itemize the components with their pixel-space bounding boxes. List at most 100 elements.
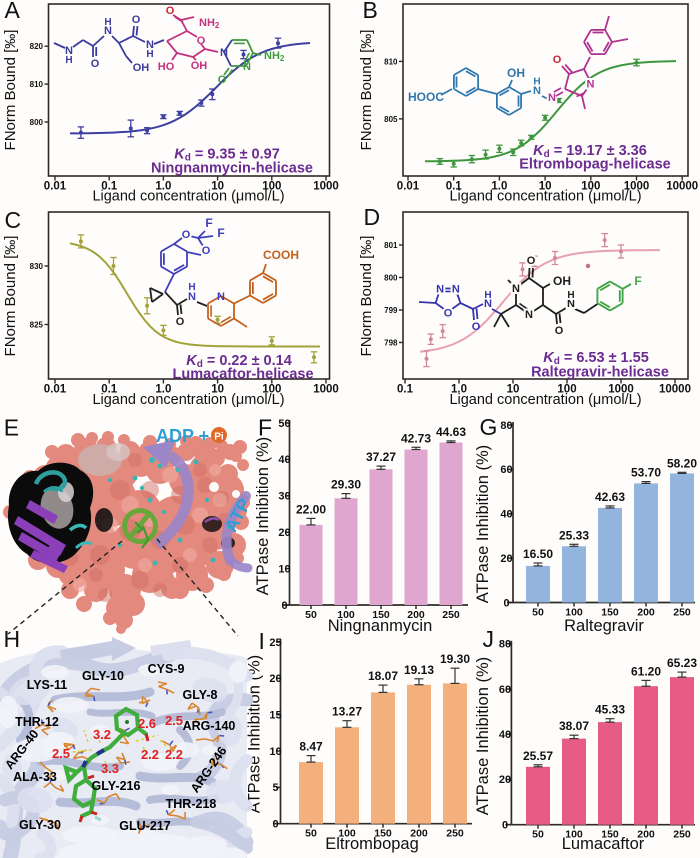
svg-text:100: 100 xyxy=(581,181,600,193)
svg-text:F: F xyxy=(205,216,212,230)
svg-text:Raltegravir: Raltegravir xyxy=(564,617,644,635)
svg-text:O: O xyxy=(218,74,227,86)
svg-text:LYS-11: LYS-11 xyxy=(27,678,68,692)
svg-text:N: N xyxy=(587,79,595,91)
svg-text:Kd = 0.22 ± 0.14: Kd = 0.22 ± 0.14 xyxy=(186,353,292,370)
svg-text:H: H xyxy=(4,626,21,652)
svg-text:0.1: 0.1 xyxy=(101,181,118,193)
svg-text:801: 801 xyxy=(384,241,398,250)
svg-text:38.07: 38.07 xyxy=(559,719,589,733)
svg-text:N: N xyxy=(452,284,460,296)
svg-text:ADP +: ADP + xyxy=(156,426,209,446)
svg-text:O: O xyxy=(176,316,185,328)
svg-text:O: O xyxy=(555,325,564,337)
svg-text:O: O xyxy=(527,255,536,267)
svg-text:C: C xyxy=(5,207,22,233)
svg-text:100: 100 xyxy=(337,609,355,621)
svg-text:COOH: COOH xyxy=(263,248,299,262)
svg-text:250: 250 xyxy=(442,609,460,621)
svg-text:53.70: 53.70 xyxy=(631,466,661,480)
svg-text:25: 25 xyxy=(269,637,281,649)
svg-text:1000: 1000 xyxy=(313,384,339,396)
svg-text:30: 30 xyxy=(278,491,290,503)
svg-text:100: 100 xyxy=(262,181,281,193)
svg-text:O: O xyxy=(202,245,211,257)
svg-text:0.01: 0.01 xyxy=(397,181,420,193)
svg-text:Raltegravir-helicase: Raltegravir-helicase xyxy=(531,365,669,381)
svg-text:40: 40 xyxy=(278,454,290,466)
svg-text:2.6: 2.6 xyxy=(138,716,156,731)
svg-text:N: N xyxy=(533,85,541,97)
svg-text:150: 150 xyxy=(601,607,619,619)
svg-text:N: N xyxy=(548,92,556,104)
svg-text:100: 100 xyxy=(338,828,356,840)
svg-text:3.2: 3.2 xyxy=(93,727,111,742)
svg-text:GLY-30: GLY-30 xyxy=(19,818,61,832)
svg-text:200: 200 xyxy=(637,829,655,841)
svg-text:22.00: 22.00 xyxy=(296,502,326,516)
svg-text:0.01: 0.01 xyxy=(44,181,67,193)
svg-text:CYS-9: CYS-9 xyxy=(148,662,185,676)
svg-text:N: N xyxy=(512,283,520,295)
svg-text:GLY-10: GLY-10 xyxy=(82,669,124,683)
svg-text:F: F xyxy=(634,274,641,288)
svg-text:50: 50 xyxy=(305,828,317,840)
svg-text:0.1: 0.1 xyxy=(397,384,414,396)
svg-text:FNorm Bound [‰]: FNorm Bound [‰] xyxy=(2,236,19,357)
svg-text:1000: 1000 xyxy=(624,181,650,193)
svg-text:1.0: 1.0 xyxy=(155,384,171,396)
svg-text:N: N xyxy=(188,291,196,303)
svg-text:Ningnanmycin-helicase: Ningnanmycin-helicase xyxy=(151,161,313,177)
svg-text:10000: 10000 xyxy=(659,384,691,396)
svg-text:O: O xyxy=(553,54,562,66)
svg-text:80: 80 xyxy=(500,420,512,432)
svg-text:100: 100 xyxy=(565,829,583,841)
svg-text:N: N xyxy=(217,291,225,303)
svg-text:ATPase Inhibition (%): ATPase Inhibition (%) xyxy=(254,437,272,595)
svg-text:10: 10 xyxy=(278,563,290,575)
svg-text:40: 40 xyxy=(500,509,512,521)
svg-text:65.23: 65.23 xyxy=(667,656,697,670)
svg-text:FNorm Bound [‰]: FNorm Bound [‰] xyxy=(358,30,375,151)
svg-text:H: H xyxy=(484,290,491,301)
svg-text:N: N xyxy=(525,309,533,321)
svg-text:10: 10 xyxy=(539,181,552,193)
svg-text:Ligand concentration (μmol/L): Ligand concentration (μmol/L) xyxy=(92,392,284,408)
svg-text:NH2: NH2 xyxy=(199,17,220,30)
svg-text:60: 60 xyxy=(499,684,511,696)
svg-text:N: N xyxy=(243,61,251,73)
svg-text:FNorm Bound [‰]: FNorm Bound [‰] xyxy=(358,236,375,357)
svg-text:150: 150 xyxy=(601,829,619,841)
svg-text:Eltrombopag-helicase: Eltrombopag-helicase xyxy=(519,157,670,173)
svg-text:N: N xyxy=(104,25,112,37)
svg-text:18.07: 18.07 xyxy=(368,669,398,683)
svg-text:2.2: 2.2 xyxy=(141,747,159,762)
svg-text:Kd = 6.53 ± 1.55: Kd = 6.53 ± 1.55 xyxy=(543,350,649,367)
svg-text:Lumacaftor: Lumacaftor xyxy=(562,835,645,853)
svg-text:5: 5 xyxy=(272,782,278,794)
svg-text:2.2: 2.2 xyxy=(165,747,183,762)
svg-text:25.57: 25.57 xyxy=(523,749,553,763)
svg-text:HOOC: HOOC xyxy=(408,90,444,104)
svg-text:37.27: 37.27 xyxy=(366,450,396,464)
svg-text:20: 20 xyxy=(500,553,512,565)
svg-text:250: 250 xyxy=(446,828,464,840)
svg-text:Kd = 9.35 ± 0.97: Kd = 9.35 ± 0.97 xyxy=(174,147,280,164)
svg-text:Eltrombopag: Eltrombopag xyxy=(325,835,419,853)
svg-text:FNorm Bound [‰]: FNorm Bound [‰] xyxy=(2,30,19,151)
svg-text:100: 100 xyxy=(565,607,583,619)
svg-text:A: A xyxy=(5,0,21,23)
svg-text:ALA-33: ALA-33 xyxy=(13,770,57,784)
svg-text:2.5: 2.5 xyxy=(52,746,70,761)
svg-text:10: 10 xyxy=(269,746,281,758)
svg-text:H: H xyxy=(188,282,195,293)
svg-text:10: 10 xyxy=(507,384,520,396)
svg-text:25.33: 25.33 xyxy=(559,528,589,542)
svg-text:1000: 1000 xyxy=(608,384,634,396)
svg-text:2.5: 2.5 xyxy=(165,713,183,728)
svg-text:830: 830 xyxy=(30,262,44,271)
svg-text:42.63: 42.63 xyxy=(595,490,625,504)
svg-text:810: 810 xyxy=(384,57,398,66)
svg-text:0.1: 0.1 xyxy=(101,384,118,396)
svg-text:10000: 10000 xyxy=(666,181,698,193)
